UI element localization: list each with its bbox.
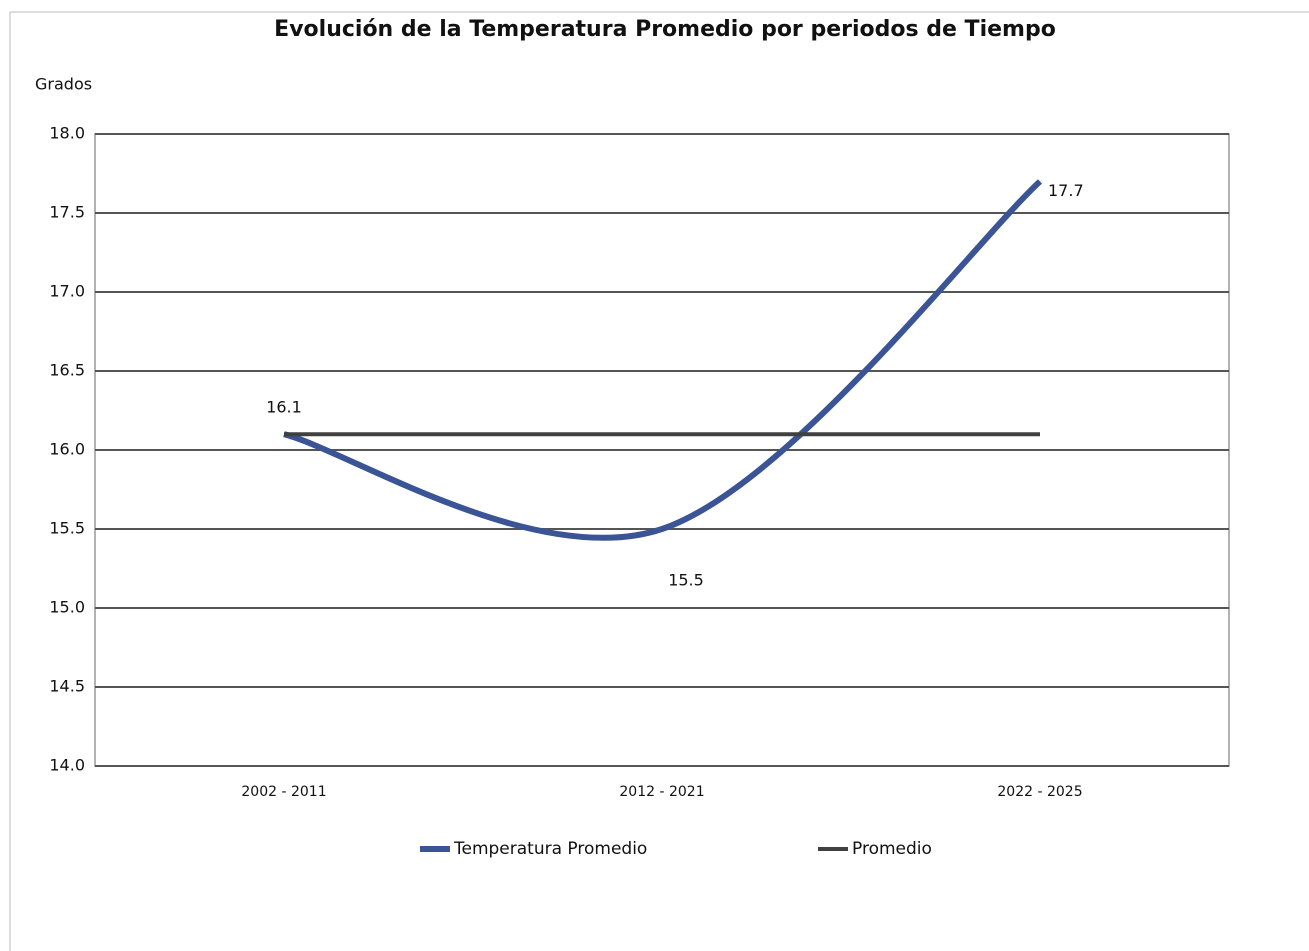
y-tick-label: 16.0 [49,440,85,459]
series-line [283,179,1043,541]
x-tick-label: 2022 - 2025 [997,784,1082,800]
y-tick-label: 14.5 [49,677,85,696]
legend-label: Promedio [852,839,932,859]
y-tick-label: 17.0 [49,282,85,301]
y-tick-label: 14.0 [49,756,85,775]
data-label: 15.5 [668,571,704,590]
x-tick-label: 2012 - 2021 [619,784,704,800]
x-tick-label: 2002 - 2011 [241,784,326,800]
chart-title: Evolución de la Temperatura Promedio por… [274,17,1056,42]
data-label: 17.7 [1048,181,1084,200]
y-tick-label: 15.5 [49,519,85,538]
y-tick-label: 18.0 [49,124,85,143]
y-tick-label: 17.5 [49,203,85,222]
y-axis-label: Grados [35,75,92,94]
y-tick-label: 15.0 [49,598,85,617]
y-tick-label: 16.5 [49,361,85,380]
data-label: 16.1 [266,398,302,417]
legend-label: Temperatura Promedio [453,839,647,859]
